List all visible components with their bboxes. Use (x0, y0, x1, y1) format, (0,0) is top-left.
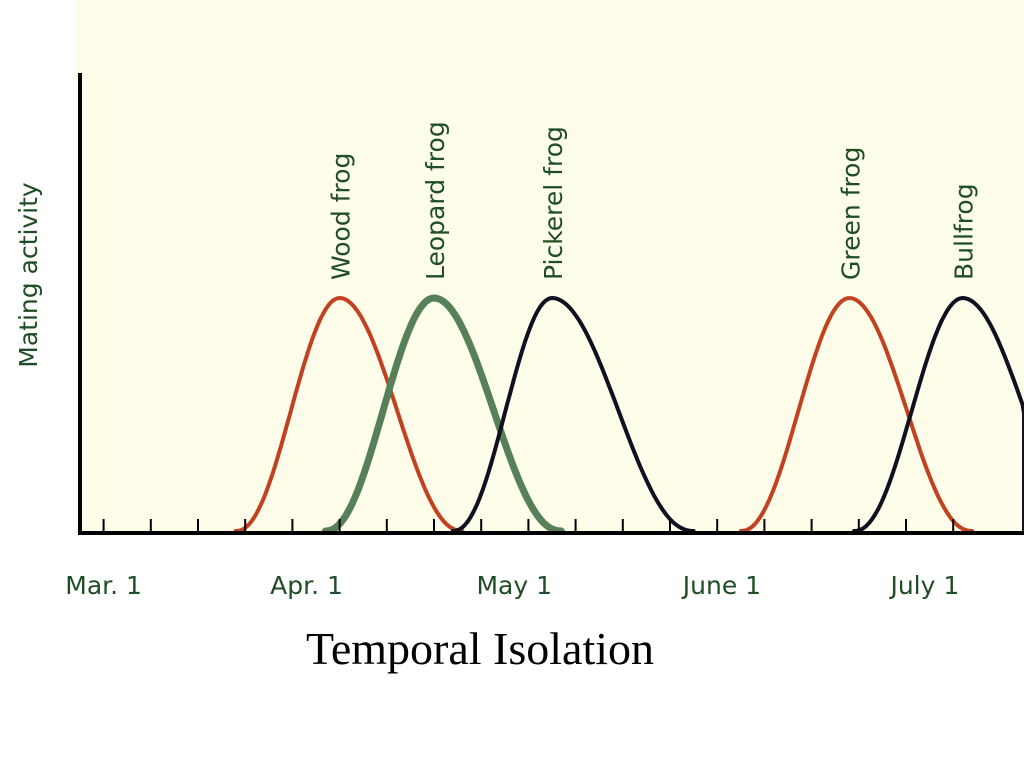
curves-layer (233, 294, 1024, 535)
series-curve-bullfrog (852, 296, 1024, 533)
series-curve-wood-frog (233, 296, 465, 533)
series-label: Pickerel frog (539, 126, 568, 280)
x-tick-label: Mar. 1 (65, 571, 142, 600)
series-label: Green frog (836, 147, 865, 280)
series-label: Bullfrog (950, 183, 979, 280)
series-curve-pickerel-frog (450, 296, 696, 533)
x-tick-label: May 1 (476, 571, 552, 600)
x-tick-label: June 1 (681, 571, 761, 600)
x-axis-minor-ticks (102, 519, 955, 533)
x-tick-label: July 1 (888, 571, 959, 600)
x-tick-label: Apr. 1 (270, 571, 343, 600)
series-curve-leopard-frog (321, 294, 565, 535)
chart-panel-background (75, 0, 1024, 535)
series-label: Leopard frog (421, 121, 450, 280)
series-label: Wood frog (327, 153, 356, 280)
series-curve-green-frog (738, 296, 975, 533)
y-axis-label: Mating activity (14, 182, 43, 368)
x-axis-tick-labels: Mar. 1 Apr. 1 May 1 June 1 July 1 (65, 571, 959, 600)
series-labels: Wood frog Leopard frog Pickerel frog Green … (327, 121, 979, 280)
slide-caption: Temporal Isolation (305, 623, 655, 674)
